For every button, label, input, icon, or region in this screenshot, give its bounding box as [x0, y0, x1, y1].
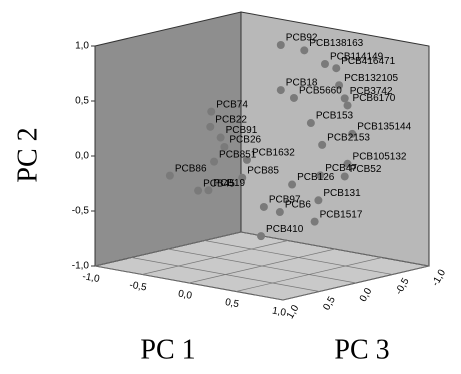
point-label: PCB19 [213, 178, 245, 189]
point [300, 46, 309, 55]
y-tick-label: -1,0 [72, 261, 90, 272]
grid-line [131, 257, 320, 292]
y-axis-title: PC 2 [12, 127, 43, 182]
point-label: PCB3742 [350, 86, 393, 97]
point-label: PCB22 [215, 114, 247, 125]
point-label: PCB74 [216, 99, 248, 110]
point-label: PCB1632 [252, 148, 295, 159]
point-label: PCB1517 [320, 209, 363, 220]
point-label: PCB2153 [327, 133, 370, 144]
point [289, 93, 298, 102]
x-tick-label: 0,0 [177, 289, 193, 302]
y-tick-label: 0,5 [75, 96, 89, 107]
point [310, 217, 319, 226]
y-tick-label: 0,0 [75, 151, 89, 162]
point-label: PCB131 [323, 188, 361, 199]
point [288, 180, 297, 189]
point-label: PCB85 [247, 165, 279, 176]
z-tick-label: 1,0 [285, 303, 302, 321]
point [257, 232, 266, 241]
point [242, 155, 251, 164]
point [238, 173, 247, 182]
point [340, 172, 349, 181]
grid-line [240, 231, 430, 267]
point-label: PCB47 [325, 163, 357, 174]
point-label: PCB26 [229, 135, 261, 146]
grid-line [204, 240, 393, 275]
point-label: PCB52 [350, 164, 382, 175]
point-label: PCB132105 [344, 73, 398, 84]
point [332, 64, 341, 73]
point [343, 101, 352, 110]
point-label: PCB138163 [309, 38, 363, 49]
x-tick-label: -0,5 [129, 280, 148, 294]
x-tick-label: -1,0 [82, 271, 101, 285]
x-axis-title: PC 1 [140, 334, 195, 365]
point-label: PCB410 [266, 224, 304, 235]
point-label: PCB5660 [299, 86, 342, 97]
point [194, 186, 203, 195]
point [216, 133, 225, 142]
point-label: PCB6170 [353, 93, 396, 104]
point [259, 202, 268, 211]
x-tick-label: 0,5 [224, 297, 240, 310]
z-tick-label: -1,0 [430, 267, 448, 288]
point [306, 119, 315, 128]
point-label: PCB92 [286, 33, 318, 44]
x-tick-label: 1,0 [271, 306, 287, 319]
point-label: PCB153 [316, 111, 354, 122]
y-tick-label: 1,0 [75, 41, 89, 52]
point [275, 208, 284, 217]
point-label: PCB18 [286, 78, 318, 89]
point [335, 81, 344, 90]
point-label: PCB126 [297, 172, 335, 183]
point [314, 196, 323, 205]
y-tick-label: -0,5 [72, 206, 90, 217]
point-label: PCB91 [226, 125, 258, 136]
point [276, 86, 285, 95]
grid-line [167, 248, 357, 284]
point [165, 171, 174, 180]
point-label: PCB97 [269, 195, 301, 206]
point [320, 59, 329, 68]
point-label: PCB45 [203, 178, 235, 189]
z-tick-label: 0,5 [321, 294, 338, 312]
point-label: PCB416471 [341, 56, 395, 67]
z-tick-label: 0,0 [358, 286, 375, 304]
point [220, 143, 229, 151]
point [206, 122, 215, 131]
point [276, 41, 285, 49]
grid-line [94, 265, 284, 301]
point [343, 159, 352, 168]
point-label: PCB86 [175, 163, 207, 174]
plot-box [94, 11, 430, 301]
point-label: PCB135144 [357, 121, 411, 132]
point-label: PCB851 [219, 149, 257, 160]
point [204, 186, 213, 195]
point [340, 94, 349, 103]
point [316, 171, 325, 180]
point [207, 107, 216, 116]
point-label: PCB6 [285, 200, 312, 211]
point-label: PCB114149 [330, 52, 384, 63]
z-axis-title: PC 3 [334, 334, 389, 365]
point-label: PCB105132 [353, 151, 407, 162]
point [318, 140, 327, 149]
point [348, 129, 357, 138]
point [210, 157, 219, 166]
z-tick-label: -0,5 [394, 276, 412, 297]
